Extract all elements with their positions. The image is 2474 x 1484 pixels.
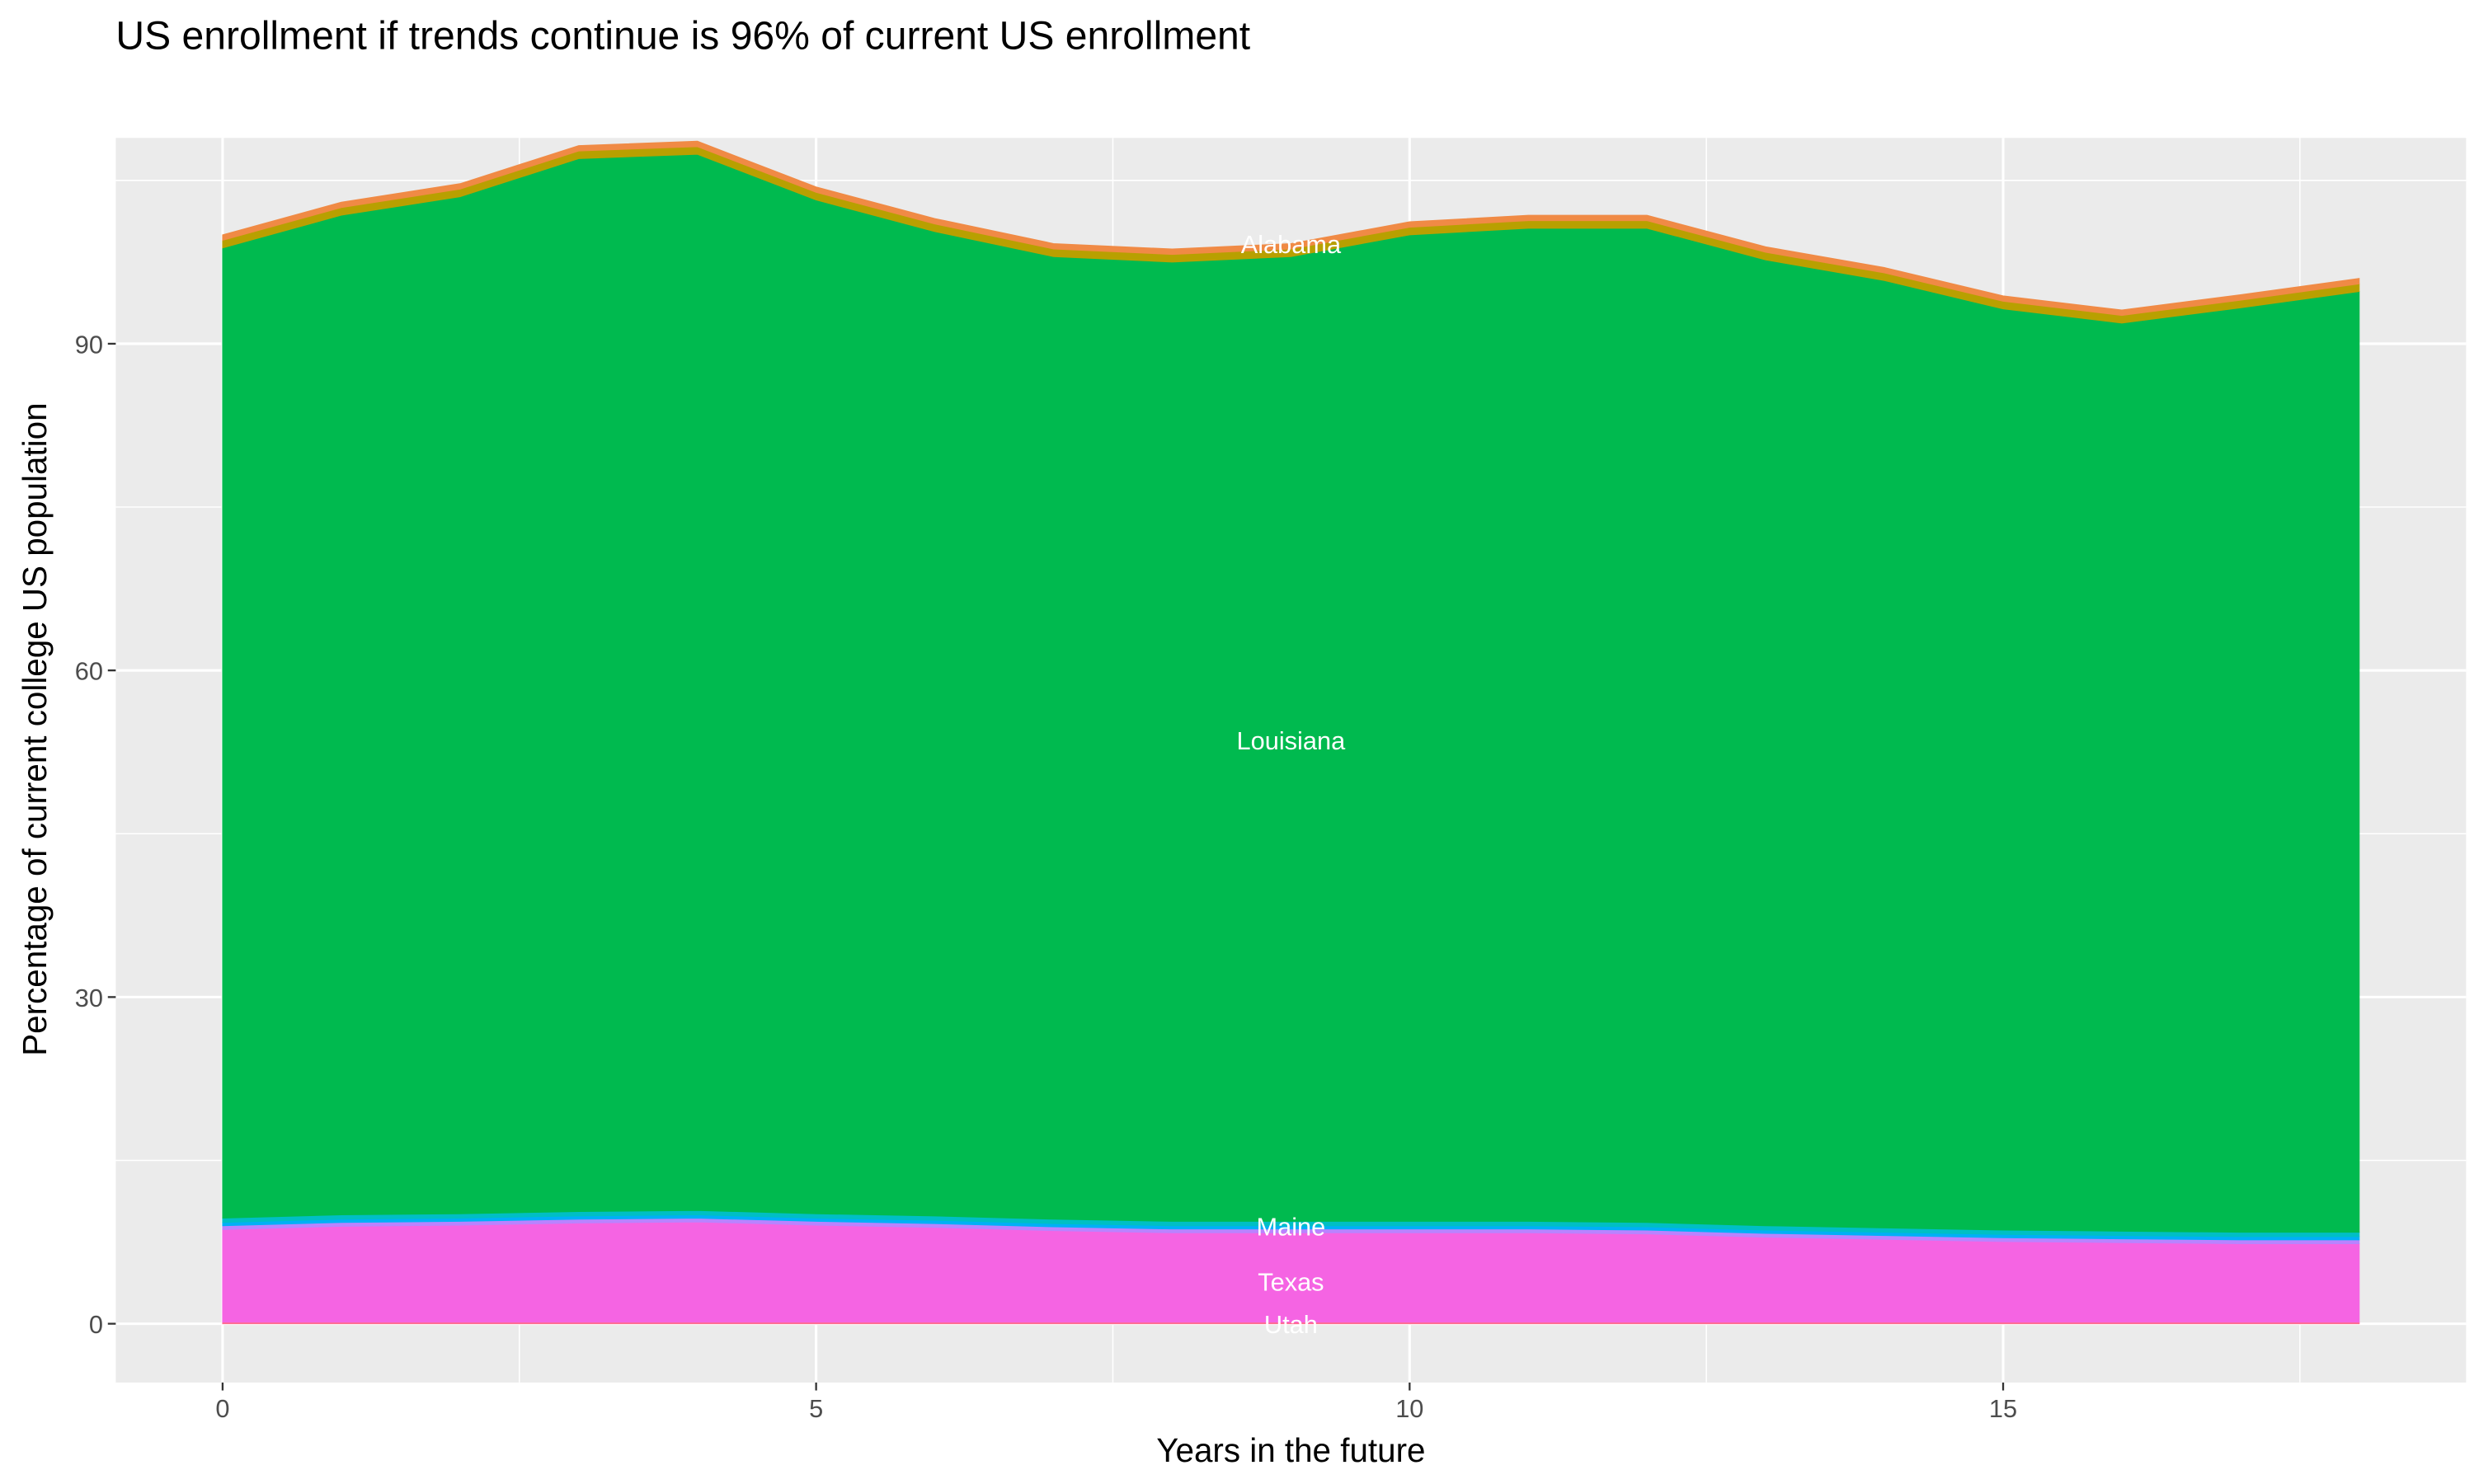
- y-tick-label: 0: [89, 1310, 103, 1339]
- area-layers: [222, 140, 2360, 1325]
- area-alabama: [222, 140, 2360, 317]
- chart-title: US enrollment if trends continue is 96% …: [115, 14, 1250, 59]
- label-texas: Texas: [1258, 1268, 1324, 1297]
- y-tick-label: 90: [75, 330, 103, 359]
- y-tick-label: 60: [75, 657, 103, 686]
- label-maine: Maine: [1257, 1212, 1326, 1241]
- label-alabama: Alabama: [1241, 230, 1342, 259]
- axes: 0 5 10 15 0 30 60 90: [75, 330, 2017, 1423]
- area-labels: Alabama Louisiana Maine Texas Utah: [1237, 230, 1347, 1339]
- x-tick-label: 0: [215, 1394, 229, 1423]
- x-tick-label: 5: [809, 1394, 823, 1423]
- x-tick-label: 10: [1395, 1394, 1423, 1423]
- area-louisiana: [222, 153, 2360, 1233]
- x-axis-title: Years in the future: [1156, 1431, 1425, 1469]
- label-utah: Utah: [1264, 1310, 1318, 1339]
- label-louisiana: Louisiana: [1237, 726, 1347, 755]
- x-tick-label: 15: [1989, 1394, 2017, 1423]
- y-tick-label: 30: [75, 984, 103, 1012]
- y-axis-title: Percentage of current college US populat…: [16, 402, 54, 1055]
